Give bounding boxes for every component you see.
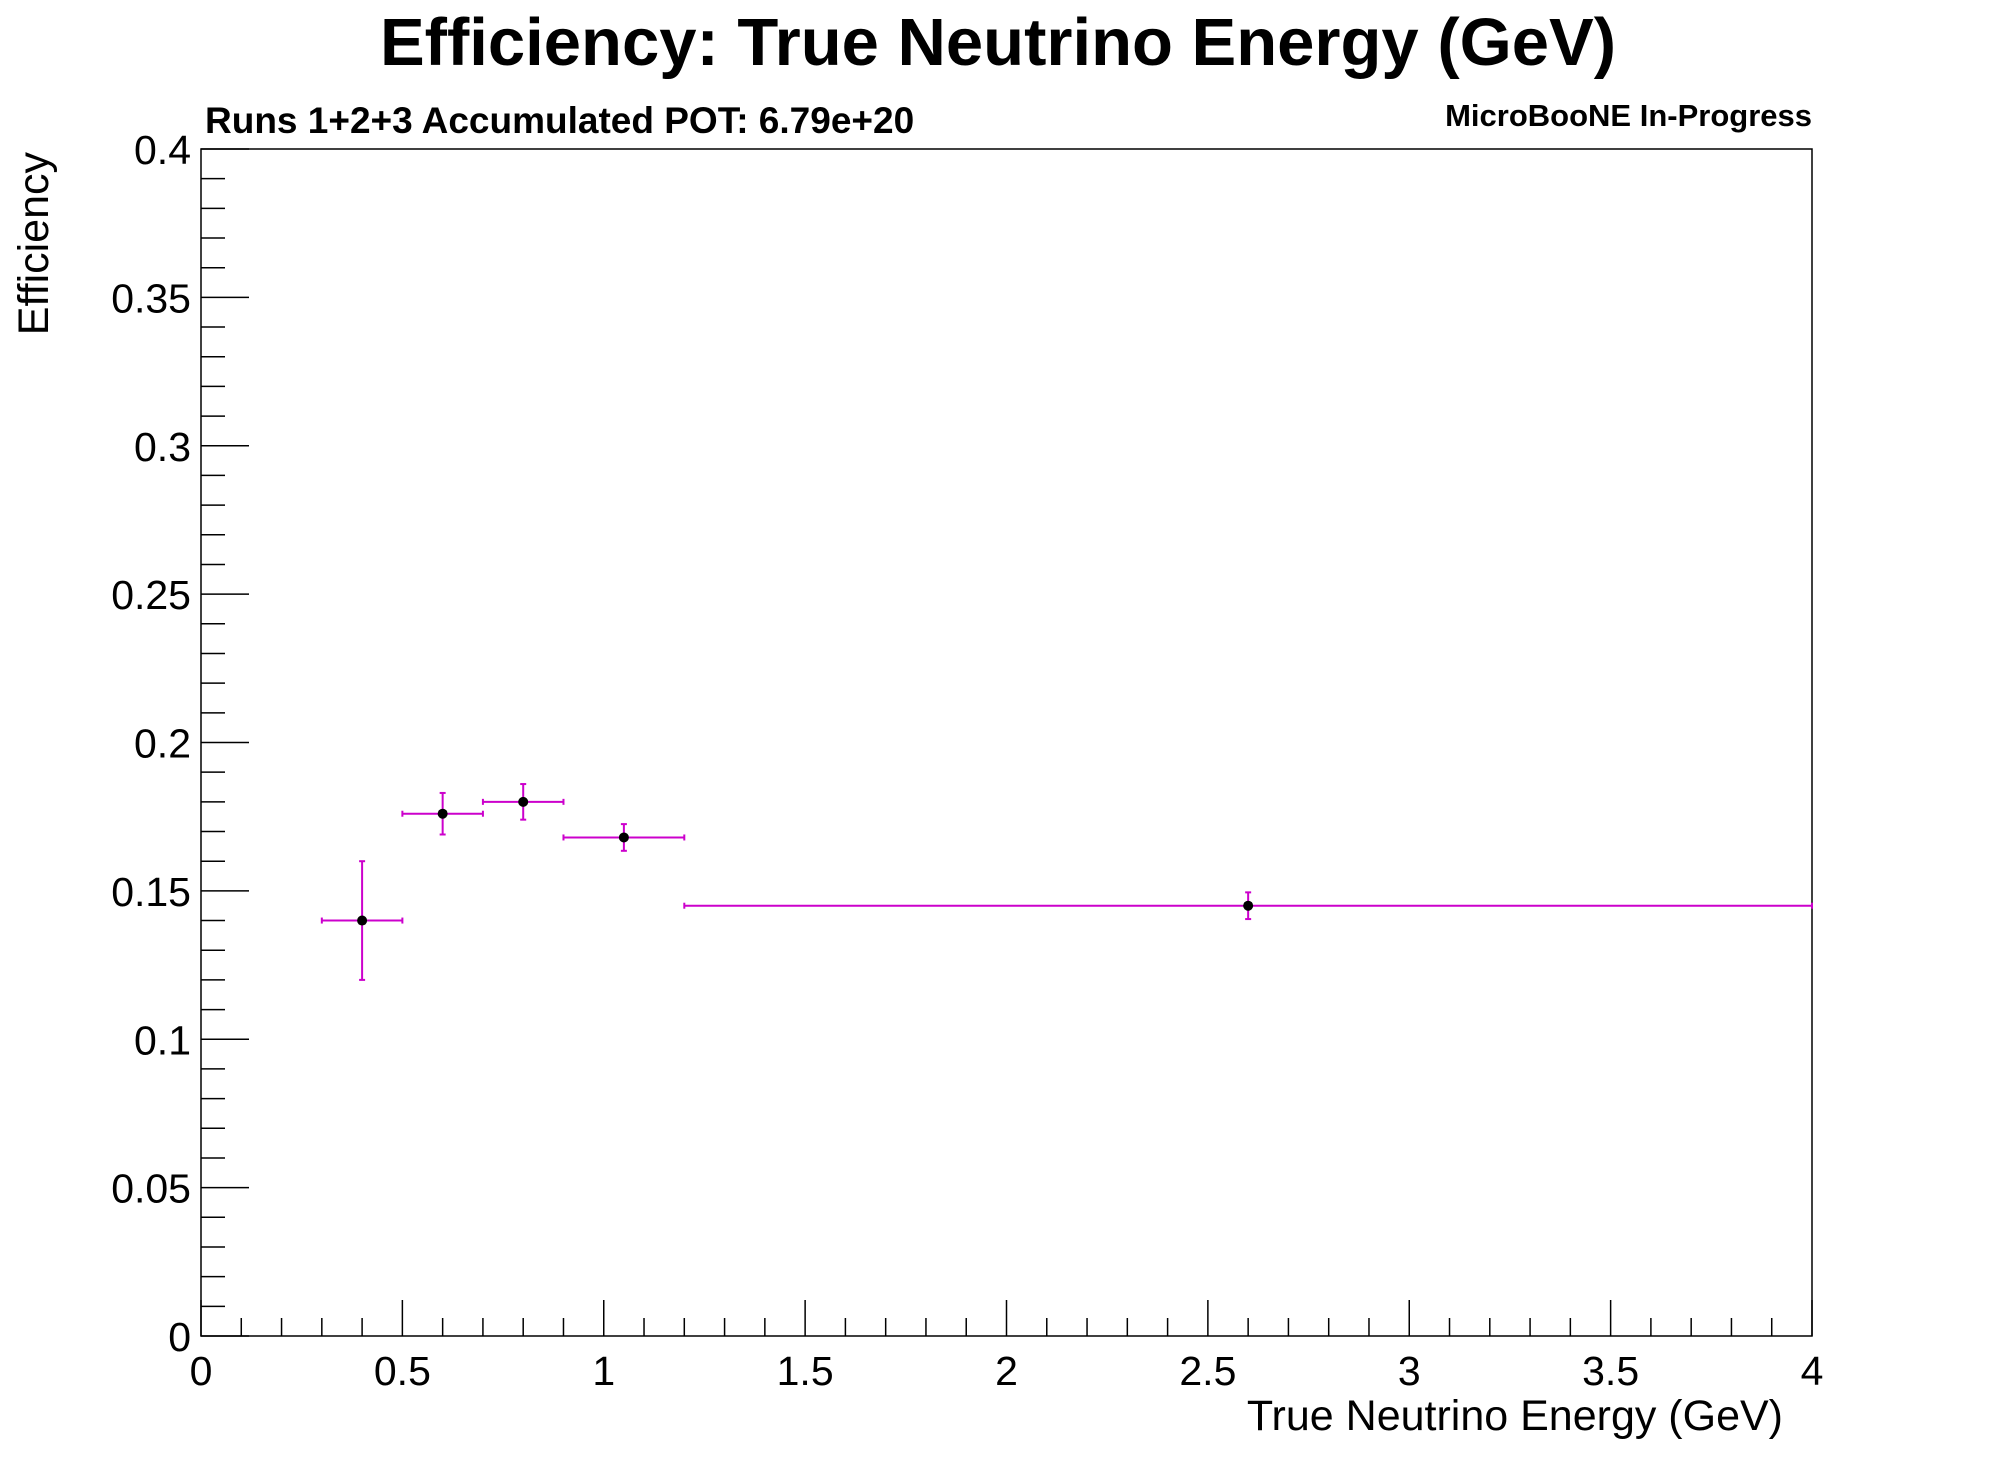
x-tick-label: 0 [190,1348,213,1394]
y-tick-label: 0.1 [134,1017,191,1063]
chart-subtitle: Runs 1+2+3 Accumulated POT: 6.79e+20 [205,100,914,141]
x-tick-label: 2 [995,1348,1018,1394]
y-tick-label: 0.35 [111,275,191,321]
x-tick-label: 0.5 [374,1348,431,1394]
x-tick-label: 4 [1801,1348,1824,1394]
x-tick-label: 1.5 [777,1348,834,1394]
y-tick-label: 0 [168,1314,191,1360]
x-tick-label: 1 [592,1348,615,1394]
y-tick-label: 0.15 [111,869,191,915]
x-axis-ticks [200,1300,1813,1336]
x-tick-label: 3 [1398,1348,1421,1394]
y-tick-label: 0.3 [134,424,191,470]
x-axis-tick-labels: 0 0.5 1 1.5 2 2.5 3 3.5 4 [190,1348,1824,1394]
data-points [320,783,1813,981]
point-marker [618,832,629,843]
data-point [562,823,686,852]
point-marker [518,796,529,807]
data-point [320,860,404,981]
point-marker [1243,900,1254,911]
x-tick-label: 2.5 [1179,1348,1236,1394]
y-tick-label: 0.4 [134,127,191,173]
point-marker [357,915,368,926]
y-tick-label: 0.2 [134,721,191,767]
x-tick-label: 3.5 [1582,1348,1639,1394]
data-point [401,791,484,836]
experiment-stamp: MicroBooNE In-Progress [1445,98,1812,133]
y-tick-label: 0.05 [111,1166,191,1212]
point-marker [437,808,448,819]
y-tick-label: 0.25 [111,572,191,618]
data-point [683,891,1813,921]
chart-title: Efficiency: True Neutrino Energy (GeV) [380,5,1616,80]
x-axis-label: True Neutrino Energy (GeV) [1247,1392,1783,1440]
data-point [481,783,565,821]
y-axis-label: Efficiency [10,152,58,336]
y-axis-ticks [201,148,249,1337]
y-axis-tick-labels: 0 0.05 0.1 0.15 0.2 0.25 0.3 0.35 0.4 [111,127,191,1360]
